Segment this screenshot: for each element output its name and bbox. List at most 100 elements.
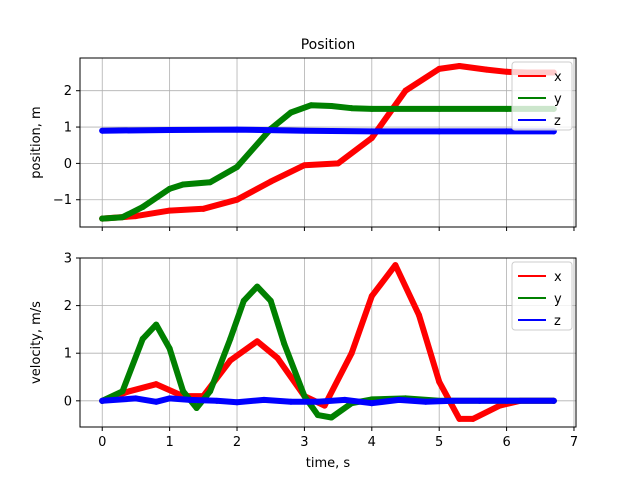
y-axis-label: position, m — [29, 106, 44, 178]
series-y-line — [99, 102, 557, 222]
series-y-point — [503, 105, 510, 112]
y-axis-label: velocity, m/s — [29, 301, 44, 384]
series-y-point — [234, 164, 241, 171]
series-y-point — [436, 105, 443, 112]
series-z-point — [395, 396, 402, 403]
x-tick-label: 2 — [233, 435, 241, 450]
series-x-point — [469, 415, 476, 422]
chart-title: Position — [301, 37, 356, 53]
series-group — [99, 62, 557, 222]
series-z-point — [314, 398, 321, 405]
legend-label-x: x — [554, 70, 562, 85]
series-x-point — [126, 388, 133, 395]
x-tick-label: 3 — [300, 435, 308, 450]
x-tick-label: 1 — [165, 435, 173, 450]
axes-frame — [79, 257, 577, 428]
legend-box — [511, 261, 573, 331]
series-x-point — [301, 162, 308, 169]
series-z-point — [368, 400, 375, 407]
series-z-point — [301, 127, 308, 134]
series-y-point — [314, 412, 321, 419]
legend: xyz — [511, 61, 573, 131]
series-z-line — [99, 126, 557, 135]
series-x-point — [267, 178, 274, 185]
y-tick-label: 0 — [64, 394, 72, 409]
series-y-point — [207, 179, 214, 186]
series-y-point — [139, 204, 146, 211]
series-x-point — [274, 354, 281, 361]
series-y-point — [193, 404, 200, 411]
series-z-point — [153, 398, 160, 405]
series-y-point — [139, 335, 146, 342]
series-y-point — [301, 393, 308, 400]
series-z-point — [234, 399, 241, 406]
series-x-point — [368, 134, 375, 141]
series-z-point — [166, 395, 173, 402]
series-x-point — [368, 293, 375, 300]
series-x-line — [99, 63, 557, 222]
series-z-point — [234, 126, 241, 133]
series-z-point — [368, 128, 375, 135]
legend-box — [511, 61, 573, 131]
series-z-point — [422, 398, 429, 405]
x-tick-label: 5 — [435, 435, 443, 450]
series-x-point — [456, 415, 463, 422]
series-x-point — [503, 68, 510, 75]
series-y-point — [254, 283, 261, 290]
series-z-point — [99, 127, 106, 134]
x-tick-label: 7 — [570, 435, 578, 450]
series-x-point — [436, 378, 443, 385]
x-tick-label: 4 — [368, 435, 376, 450]
series-y-point — [281, 340, 288, 347]
legend-label-z: z — [554, 314, 561, 329]
series-z-point — [287, 398, 294, 405]
x-tick-label: 0 — [98, 435, 106, 450]
series-z-point — [213, 397, 220, 404]
y-tick-label: 1 — [64, 121, 72, 136]
series-z-point — [166, 126, 173, 133]
series-y-point — [240, 297, 247, 304]
series-z-point — [503, 397, 510, 404]
series-x-point — [132, 213, 139, 220]
series-x-point — [456, 62, 463, 69]
series-x-point — [234, 196, 241, 203]
y-tick-label: 0 — [64, 157, 72, 172]
series-x-point — [335, 160, 342, 167]
series-y-point — [267, 297, 274, 304]
series-x-point — [483, 66, 490, 73]
y-tick-label: 2 — [64, 84, 72, 99]
series-z-point — [99, 397, 106, 404]
series-y-point — [328, 102, 335, 109]
series-x-point — [200, 205, 207, 212]
legend-label-x: x — [554, 270, 562, 285]
legend-label-z: z — [554, 114, 561, 129]
series-z-point — [449, 397, 456, 404]
series-x-point — [496, 402, 503, 409]
series-x-point — [166, 207, 173, 214]
series-x-point — [254, 338, 261, 345]
series-x-point — [227, 357, 234, 364]
series-group — [99, 262, 557, 422]
series-z-point — [132, 395, 139, 402]
y-tick-label: 3 — [64, 252, 72, 267]
series-y-point — [328, 414, 335, 421]
series-y-point — [119, 388, 126, 395]
y-tick-label: −1 — [53, 193, 72, 208]
series-y-point — [119, 214, 126, 221]
chart-panel-0: −1 0 1 2 Position position, m xyz — [29, 37, 577, 231]
y-tick-label: 1 — [64, 347, 72, 362]
series-x-point — [415, 312, 422, 319]
series-x-point — [436, 65, 443, 72]
series-y-point — [308, 102, 315, 109]
series-z-point — [436, 128, 443, 135]
series-y-point — [153, 321, 160, 328]
series-y-point — [166, 345, 173, 352]
series-y-point — [368, 105, 375, 112]
series-y-point — [207, 388, 214, 395]
series-y-point — [166, 185, 173, 192]
chart-panel-1: 0 1 2 3 4 5 6 7 0 1 2 3 velocity, m/s time, s xyz — [29, 252, 578, 472]
series-y-point — [99, 215, 106, 222]
series-y-point — [287, 109, 294, 116]
series-z-point — [476, 397, 483, 404]
